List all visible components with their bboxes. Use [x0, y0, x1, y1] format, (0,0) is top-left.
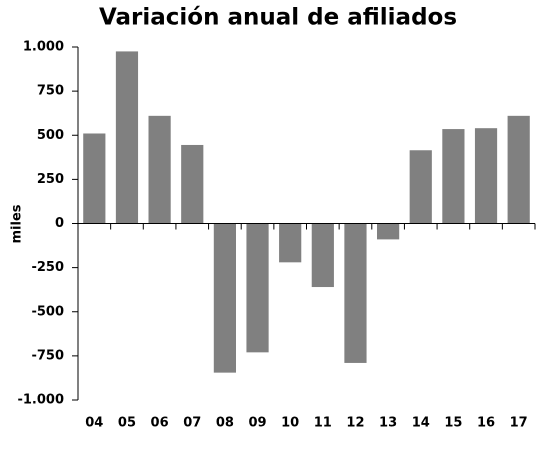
y-tick-label: 250	[37, 172, 64, 187]
y-tick-label: 0	[55, 216, 64, 231]
bar	[213, 223, 236, 373]
bar	[442, 129, 465, 224]
bar	[344, 223, 367, 363]
x-tick-label: 11	[314, 416, 332, 431]
bar	[279, 223, 302, 263]
bar	[148, 115, 171, 224]
x-tick-label: 14	[412, 416, 430, 431]
x-tick-label: 04	[85, 416, 103, 431]
y-tick-label: 1.000	[23, 40, 64, 55]
bar	[409, 150, 432, 224]
chart-title: Variación anual de afiliados	[99, 5, 457, 31]
x-tick-label: 13	[379, 416, 397, 431]
bar	[246, 223, 269, 353]
x-tick-label: 05	[118, 416, 136, 431]
y-tick-label: -750	[31, 348, 64, 363]
bar	[115, 51, 139, 224]
x-tick-label: 08	[216, 416, 234, 431]
bar	[474, 128, 498, 224]
y-tick-label: 500	[37, 128, 64, 143]
bar	[377, 223, 400, 240]
y-tick-label: -1.000	[17, 393, 64, 408]
x-tick-label: 07	[183, 416, 201, 431]
y-tick-label: -500	[31, 304, 64, 319]
bar	[311, 223, 334, 288]
bar	[507, 115, 530, 224]
x-tick-label: 09	[248, 416, 266, 431]
bar	[83, 133, 106, 224]
x-tick-label: 16	[477, 416, 495, 431]
x-tick-label: 12	[346, 416, 364, 431]
x-tick-label: 06	[151, 416, 169, 431]
x-tick-label: 17	[510, 416, 528, 431]
y-axis-label: miles	[10, 204, 25, 243]
x-tick-label: 15	[444, 416, 462, 431]
x-tick-label: 10	[281, 416, 299, 431]
y-tick-label: 750	[37, 84, 64, 99]
bar	[181, 144, 204, 224]
y-tick-label: -250	[31, 260, 64, 275]
